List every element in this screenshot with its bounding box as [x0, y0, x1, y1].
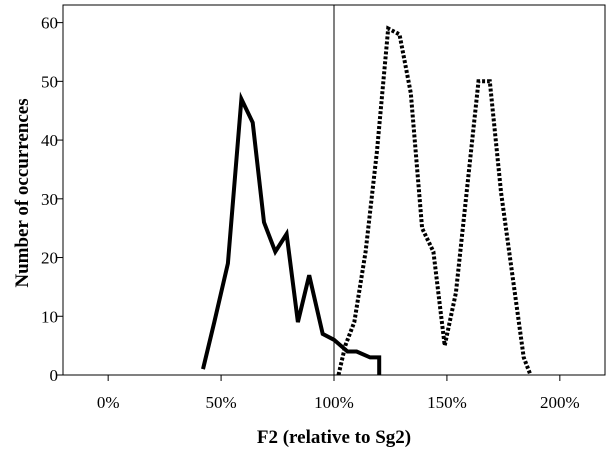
x-tick-label: 200%: [540, 393, 580, 412]
x-tick-label: 100%: [314, 393, 354, 412]
dotted-series-line: [336, 25, 533, 376]
y-axis-title: Number of occurrences: [12, 98, 33, 287]
solid-series-line: [201, 91, 382, 375]
y-tick-label: 50: [41, 72, 58, 91]
y-axis-ticks: 0 10 20 30 40 50 60: [41, 14, 63, 385]
y-tick-label: 40: [41, 131, 58, 150]
series-layer: [201, 25, 533, 376]
y-tick-label: 60: [41, 14, 58, 33]
x-axis-ticks: 0% 50% 100% 150% 200%: [97, 375, 580, 412]
x-tick-label: 0%: [97, 393, 120, 412]
y-tick-label: 20: [41, 249, 58, 268]
y-tick-label: 0: [50, 366, 59, 385]
y-tick-label: 30: [41, 190, 58, 209]
y-tick-label: 10: [41, 307, 58, 326]
x-tick-label: 50%: [205, 393, 236, 412]
x-tick-label: 150%: [427, 393, 467, 412]
x-axis-title: F2 (relative to Sg2): [257, 427, 411, 448]
